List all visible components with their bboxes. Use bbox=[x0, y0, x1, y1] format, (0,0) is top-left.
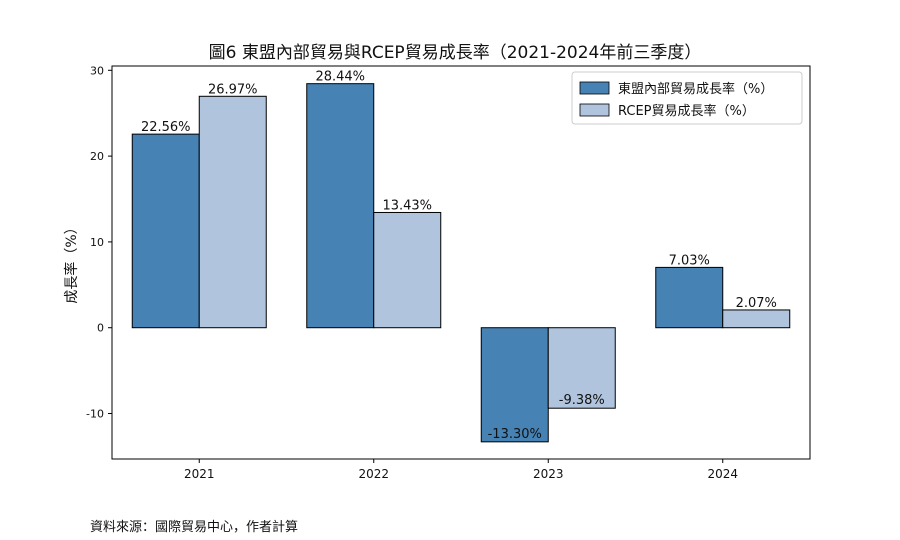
legend-label-rcep: RCEP貿易成長率（%） bbox=[618, 103, 755, 119]
bar bbox=[198, 95, 267, 329]
data-label: -13.30% bbox=[488, 427, 542, 442]
data-label: 28.44% bbox=[315, 70, 365, 85]
bar bbox=[480, 327, 549, 443]
chart-title: 圖6 東盟內部貿易與RCEP貿易成長率（2021-2024年前三季度） bbox=[209, 43, 702, 63]
legend-swatch-asean bbox=[579, 81, 610, 95]
legend-swatch-rcep bbox=[579, 103, 610, 117]
x-tick-label: 2021 bbox=[184, 467, 215, 481]
bar bbox=[373, 211, 442, 329]
bar bbox=[655, 266, 724, 329]
bar bbox=[131, 133, 200, 329]
x-tick-label: 2022 bbox=[358, 467, 389, 481]
plot-frame bbox=[111, 65, 811, 460]
data-label: 26.97% bbox=[208, 82, 258, 97]
y-tick-label: 10 bbox=[90, 236, 104, 249]
bar bbox=[722, 309, 791, 329]
data-label: 7.03% bbox=[669, 253, 710, 268]
y-tick-label: 30 bbox=[90, 64, 104, 77]
y-tick-label: 20 bbox=[90, 150, 104, 163]
data-label: 2.07% bbox=[736, 296, 777, 311]
source-note: 資料來源：國際貿易中心，作者計算 bbox=[90, 520, 299, 535]
y-tick-label: -10 bbox=[86, 408, 104, 421]
data-label: -9.38% bbox=[559, 393, 605, 408]
bar bbox=[306, 83, 375, 329]
legend: 東盟內部貿易成長率（%） RCEP貿易成長率（%） bbox=[571, 71, 803, 125]
legend-box bbox=[571, 71, 803, 125]
x-tick-label: 2023 bbox=[533, 467, 564, 481]
bar bbox=[547, 327, 616, 409]
x-tick-label: 2024 bbox=[707, 467, 738, 481]
data-label: 13.43% bbox=[382, 198, 432, 213]
data-label: 22.56% bbox=[141, 120, 191, 135]
y-axis-label: 成長率（%） bbox=[63, 220, 80, 303]
y-tick-label: 0 bbox=[97, 322, 104, 335]
legend-label-asean: 東盟內部貿易成長率（%） bbox=[618, 81, 773, 97]
